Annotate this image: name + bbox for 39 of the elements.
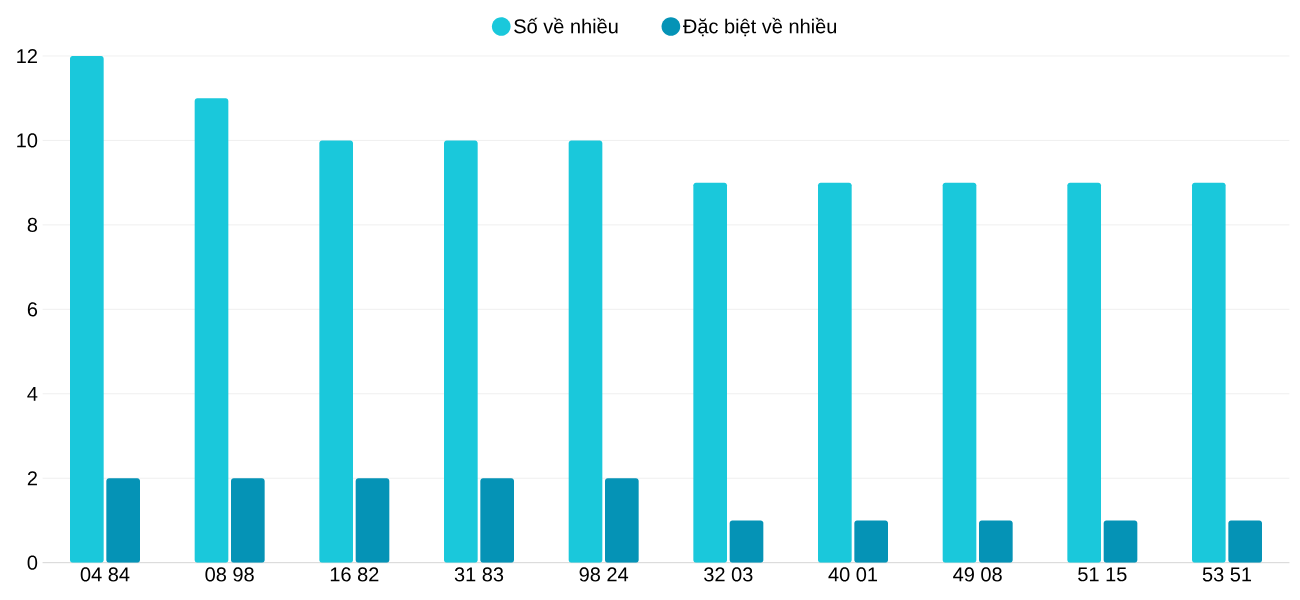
- x-tick-label: 40 01: [828, 567, 878, 582]
- bar: [693, 182, 728, 563]
- bar: [1103, 520, 1138, 563]
- bar: [480, 478, 514, 563]
- y-tick-label: 6: [27, 302, 38, 317]
- bar: [106, 478, 140, 563]
- legend-label: Số về nhiều: [514, 17, 618, 34]
- bar: [568, 140, 603, 563]
- y-tick-label: 2: [27, 471, 37, 486]
- bar: [319, 140, 354, 563]
- bar: [70, 56, 104, 563]
- legend-label: Đặc biệt về nhiều: [683, 17, 837, 37]
- y-tick-label: 0: [27, 555, 38, 570]
- bar: [729, 520, 764, 563]
- y-tick-label: 12: [17, 49, 37, 63]
- x-tick-label: 98 24: [579, 567, 629, 582]
- x-tick-label: 16 82: [330, 567, 379, 582]
- bar: [355, 478, 390, 563]
- y-tick-label: 8: [27, 217, 38, 232]
- bar: [979, 520, 1013, 563]
- y-tick-label: 4: [27, 386, 38, 401]
- x-tick-label: 31 83: [454, 567, 504, 582]
- x-tick-label: 04 84: [80, 567, 130, 582]
- x-tick-label: 49 08: [953, 567, 1002, 582]
- y-tick-label: 10: [17, 133, 38, 148]
- bar: [854, 520, 888, 563]
- bar: [1067, 182, 1102, 563]
- bar: [444, 140, 478, 563]
- x-tick-label: 53 51: [1202, 567, 1252, 582]
- bar: [231, 478, 265, 563]
- bar: [194, 98, 229, 563]
- x-tick-label: 08 98: [205, 567, 254, 582]
- x-tick-label: 51 15: [1078, 567, 1127, 582]
- bar: [942, 182, 977, 563]
- x-tick-label: 32 03: [704, 567, 753, 582]
- bar: [818, 182, 852, 563]
- bar: [1228, 520, 1262, 563]
- bar: [605, 478, 639, 563]
- bar: [1192, 182, 1226, 563]
